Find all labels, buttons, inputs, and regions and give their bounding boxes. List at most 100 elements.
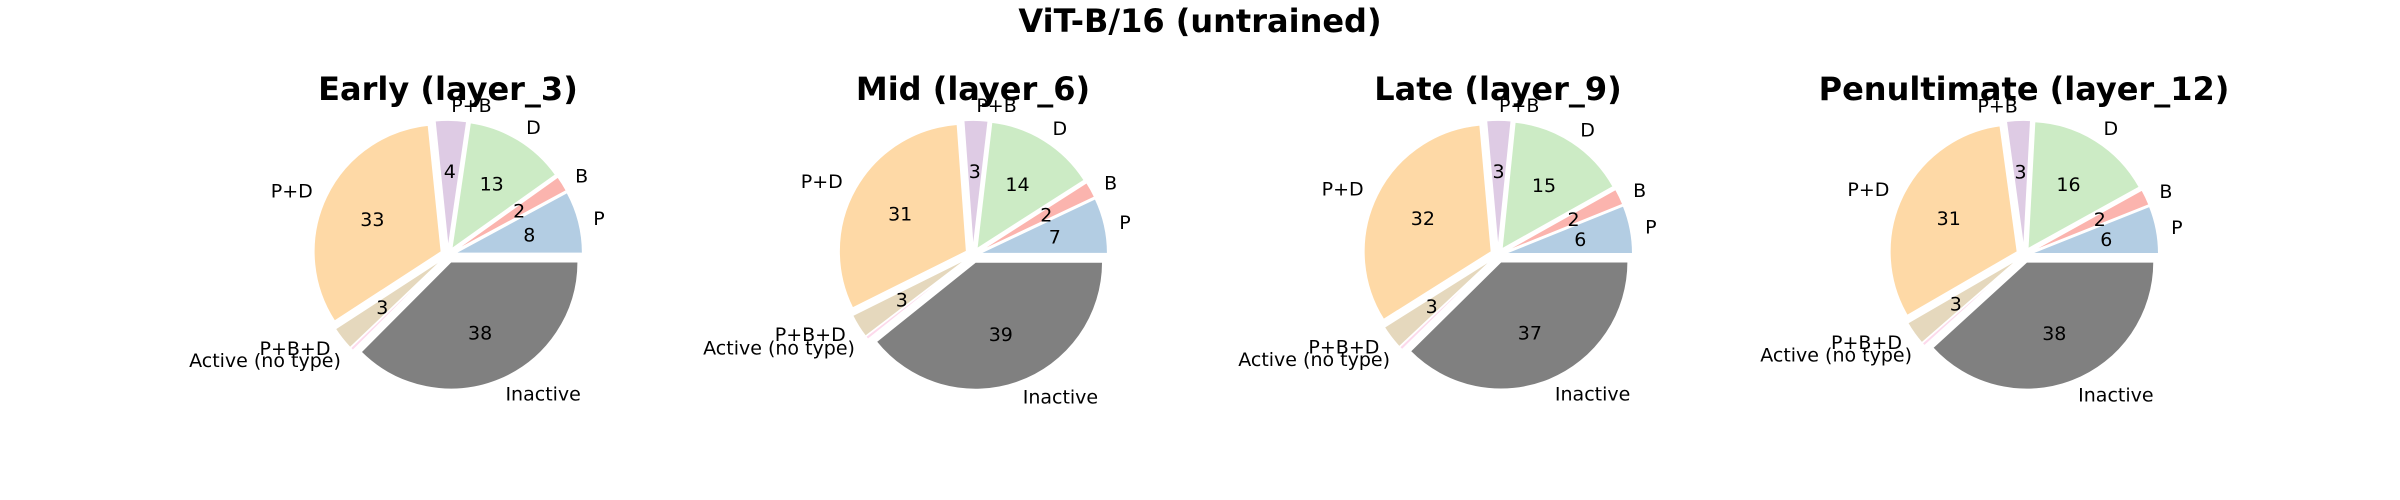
pie-slice-p-plus-b-plus-d [1907,258,2019,344]
slice-value-p-plus-b-plus-d: 3 [1426,296,1438,318]
slice-label-b: B [575,166,588,188]
slice-label-p-plus-b-plus-d: P+B+D [775,324,846,346]
pie-slice-p-plus-b [1486,119,1512,248]
pie-slice-d [2027,121,2140,250]
slice-value-p-plus-d: 33 [360,209,384,231]
slice-label-p-plus-b: P+B [1499,95,1539,117]
pie-slice-b [2030,189,2150,253]
slice-value-p-plus-b-plus-d: 3 [896,289,908,311]
pie-slice-active-no-type [1921,259,2019,347]
pie-slice-p-plus-d [1889,125,2018,316]
slice-value-b: 2 [513,201,525,223]
pie-slice-p-plus-d [313,124,442,322]
slice-label-active-no-type: Active (no type) [189,350,341,372]
pie-slice-b [979,182,1096,252]
pie-chart-4: Penultimate (layer_12) P 6 B 2 D 16 P+B 3 P+D 31 P+… [1760,70,2229,407]
slice-label-p-plus-b: P+B [451,95,491,117]
slice-label-d: D [1053,118,1068,140]
pie-slice-d [451,122,557,250]
slice-label-inactive: Inactive [2078,385,2153,407]
slice-value-p-plus-d: 32 [1411,208,1435,230]
pie-slice-inactive [360,261,579,390]
slice-label-active-no-type: Active (no type) [1238,349,1390,371]
pie-slice-b [1504,188,1624,253]
slice-value-inactive: 38 [2042,323,2066,345]
slice-label-inactive: Inactive [1023,386,1098,408]
slice-value-b: 2 [2094,209,2106,231]
figure-title: ViT-B/16 (untrained) [1018,2,1382,40]
slice-label-p-plus-b-plus-d: P+B+D [259,338,330,360]
pie-chart-1: Early (layer_3) P 8 B 2 D 13 P+B 4 P+D 33 P+B+D 3 Act… [189,70,605,405]
slice-label-p-plus-d: P+D [271,180,313,202]
slice-label-inactive: Inactive [1555,384,1630,406]
pie-slice-p [455,192,583,254]
slice-label-active-no-type: Active (no type) [703,337,855,359]
pie-slice-inactive [1932,261,2155,390]
pie-slice-inactive [1409,261,1629,390]
slice-value-inactive: 38 [468,322,492,344]
slice-label-b: B [2159,181,2172,203]
slice-value-p-plus-b: 3 [969,161,981,183]
pie-slice-p-plus-b-plus-d [1383,259,1493,348]
pie-slice-p [980,198,1108,254]
pie-slice-p [2031,205,2159,255]
slice-value-p: 7 [1049,227,1061,249]
slice-value-p-plus-d: 31 [1937,208,1961,230]
slice-label-b: B [1633,180,1646,202]
slice-value-p-plus-b: 3 [2015,161,2027,183]
slice-label-p: P [2171,217,2182,239]
pie-slice-p-plus-b [963,119,989,248]
pie-slice-p-plus-b [2005,119,2032,248]
pie-slice-d [1501,121,1614,250]
pie-title: Late (layer_9) [1374,70,1622,108]
slice-value-p-plus-b: 4 [444,161,456,183]
slice-value-d: 13 [480,173,504,195]
slice-label-p: P [593,208,604,230]
slice-value-d: 14 [1005,174,1029,196]
slice-value-inactive: 37 [1518,323,1542,345]
slice-label-p-plus-b-plus-d: P+B+D [1831,332,1902,354]
slice-value-d: 16 [2056,174,2080,196]
pie-title: Early (layer_3) [318,70,578,108]
slice-value-p: 8 [523,224,535,246]
slice-value-p: 6 [2100,229,2112,251]
slice-label-d: D [2104,118,2119,140]
slice-label-p-plus-b-plus-d: P+B+D [1308,337,1379,359]
pie-slice-p [1505,205,1633,255]
pie-title: Penultimate (layer_12) [1819,70,2230,108]
pie-slice-inactive [875,261,1104,390]
slice-label-p: P [1119,212,1130,234]
pie-slice-p-plus-d [838,124,967,309]
pie-slice-p-plus-d [1363,124,1492,320]
slice-value-b: 2 [1568,209,1580,231]
pie-chart-3: Late (layer_9) P 6 B 2 D 15 P+B 3 P+D 32 P+B+D 3 Acti… [1238,70,1656,406]
pie-slice-p-plus-b-plus-d [334,259,443,349]
pie-slice-p-plus-b-plus-d [852,258,967,337]
pie-title: Mid (layer_6) [856,70,1090,108]
slice-label-inactive: Inactive [505,383,580,405]
pie-slice-d [976,121,1085,250]
slice-value-d: 15 [1532,175,1556,197]
slice-value-p-plus-d: 31 [888,203,912,225]
slice-label-d: D [1580,120,1595,142]
slice-label-p-plus-d: P+D [801,171,843,193]
slice-value-p-plus-b: 3 [1492,161,1504,183]
slice-value-p-plus-b-plus-d: 3 [1950,294,1962,316]
slice-label-p-plus-d: P+D [1322,179,1364,201]
slice-label-p: P [1645,216,1656,238]
slice-value-p: 6 [1574,229,1586,251]
slice-label-p-plus-b: P+B [1977,95,2017,117]
slice-label-b: B [1104,172,1117,194]
pie-slice-active-no-type [349,259,443,351]
slice-label-p-plus-d: P+D [1847,179,1889,201]
pie-slice-active-no-type [865,259,968,340]
slice-label-d: D [526,117,541,139]
slice-value-inactive: 39 [989,324,1013,346]
pie-slice-active-no-type [1399,259,1493,351]
slice-value-b: 2 [1040,204,1052,226]
pie-chart-2: Mid (layer_6) P 7 B 2 D 14 P+B 3 P+D 31 P+B+D 3 Activ… [703,70,1131,408]
pie-slice-p-plus-b [434,119,468,248]
slice-label-active-no-type: Active (no type) [1760,345,1912,367]
